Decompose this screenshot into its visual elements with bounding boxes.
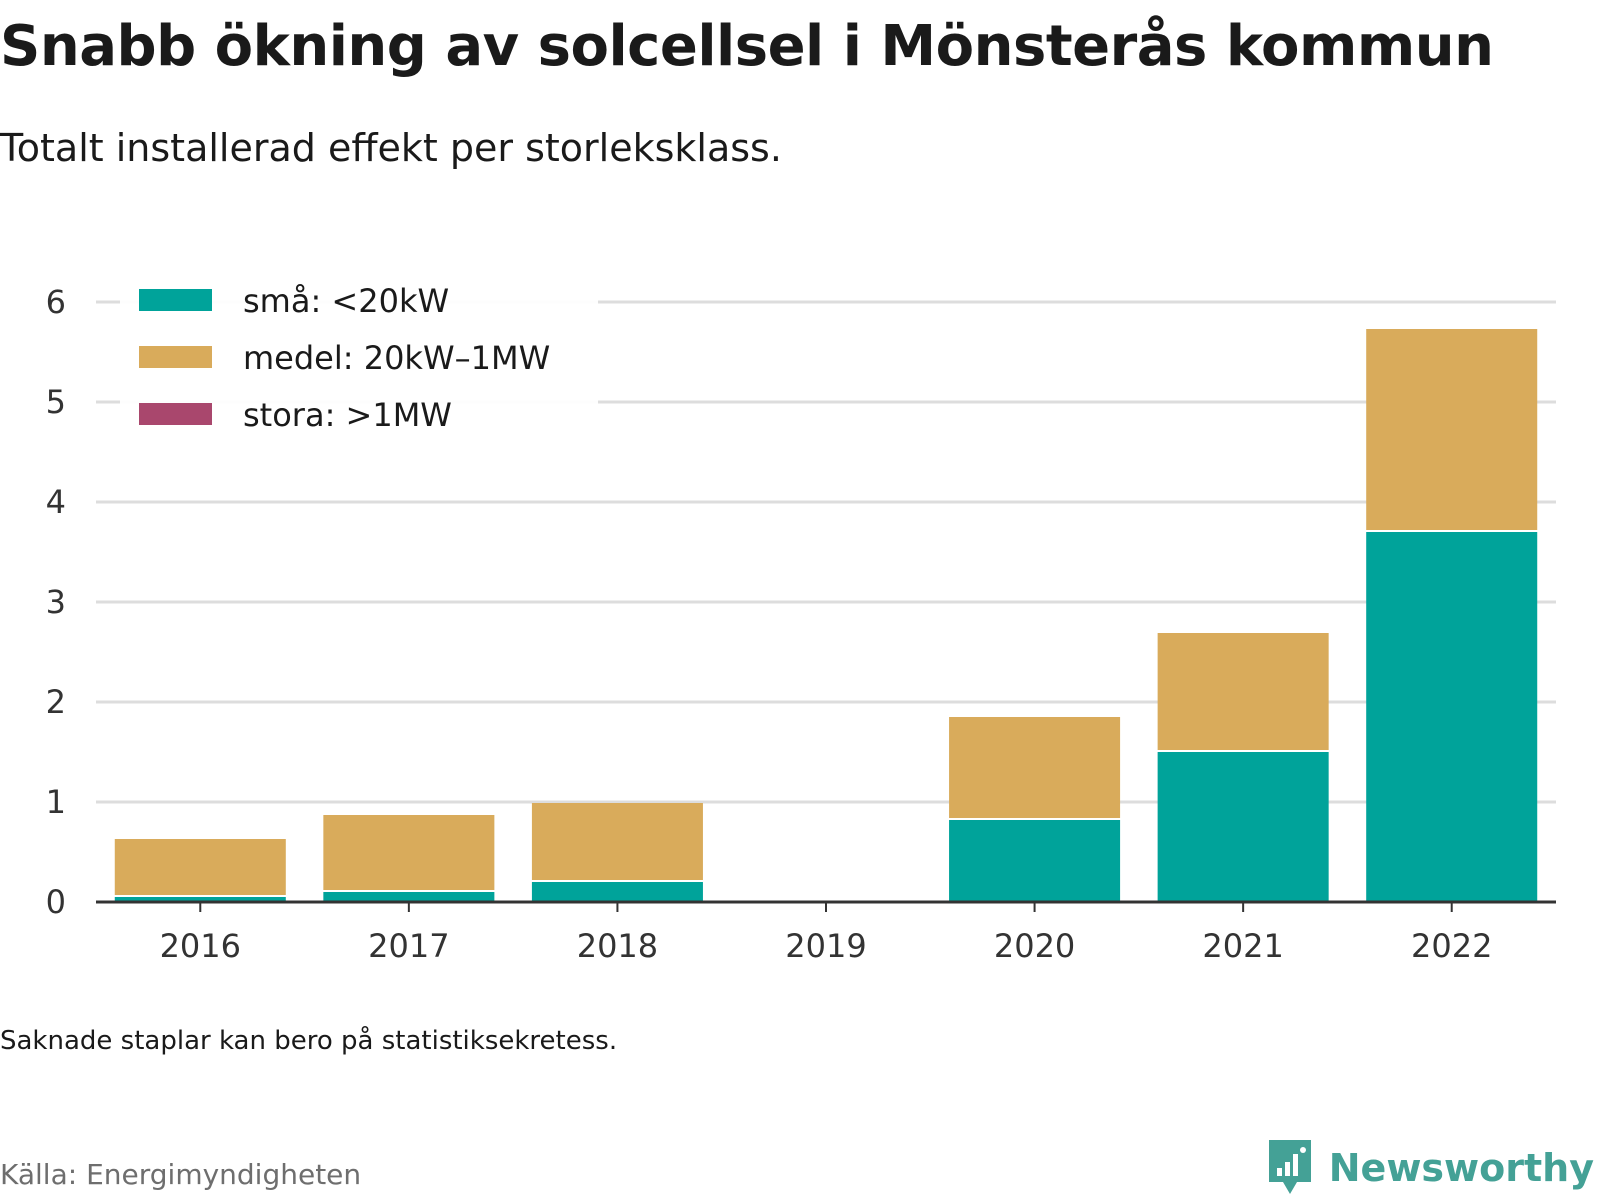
chart-note: Saknade staplar kan bero på statistiksek… bbox=[0, 1026, 618, 1056]
y-tick-label: 5 bbox=[46, 383, 66, 421]
bar-segment bbox=[949, 717, 1121, 818]
bar-segment bbox=[114, 897, 286, 902]
legend-swatch bbox=[139, 346, 212, 368]
legend-label: medel: 20kW–1MW bbox=[243, 339, 550, 377]
x-tick-label: 2019 bbox=[785, 927, 866, 965]
bar-segment bbox=[1366, 329, 1538, 530]
stacked-bar-chart: 0 1 2 3 4 5 6 2016 2017 2018 2019 2020 2021 2022 små:… bbox=[45, 270, 1556, 965]
x-tick-label: 2016 bbox=[160, 927, 241, 965]
y-tick-label: 2 bbox=[46, 683, 66, 721]
legend-swatch bbox=[139, 289, 212, 311]
axes: 0 1 2 3 4 5 6 2016 2017 2018 2019 2020 2021 2022 bbox=[46, 283, 1556, 965]
x-tick-label: 2017 bbox=[368, 927, 449, 965]
bar-segment bbox=[114, 839, 286, 895]
bar-segment bbox=[323, 815, 495, 890]
chart-subtitle: Totalt installerad effekt per storlekskl… bbox=[0, 126, 782, 170]
legend-swatch bbox=[139, 403, 212, 425]
bar-segment bbox=[1157, 633, 1329, 750]
x-tick-label: 2022 bbox=[1411, 927, 1492, 965]
y-tick-label: 6 bbox=[46, 283, 66, 321]
y-tick-label: 3 bbox=[46, 583, 66, 621]
y-tick-label: 0 bbox=[46, 883, 66, 921]
x-tick-label: 2020 bbox=[994, 927, 1075, 965]
bar-segment bbox=[1366, 532, 1538, 902]
x-tick-label: 2021 bbox=[1202, 927, 1283, 965]
legend-label: stora: >1MW bbox=[243, 396, 452, 434]
bar-segment bbox=[531, 882, 703, 902]
bar-segment bbox=[949, 820, 1121, 902]
legend-label: små: <20kW bbox=[243, 282, 449, 320]
y-tick-label: 1 bbox=[46, 783, 66, 821]
bar-segment bbox=[323, 892, 495, 902]
bar-segment bbox=[1157, 752, 1329, 902]
y-tick-label: 4 bbox=[46, 483, 66, 521]
brand-name: Newsworthy bbox=[1328, 1146, 1594, 1190]
bars bbox=[114, 329, 1538, 902]
brand-logo: Newsworthy bbox=[1265, 1138, 1594, 1198]
newsworthy-logo-icon bbox=[1268, 1140, 1311, 1194]
x-tick-label: 2018 bbox=[577, 927, 658, 965]
bar-segment bbox=[531, 803, 703, 880]
source-credit: Källa: Energimyndigheten bbox=[0, 1158, 362, 1191]
legend: små: <20kW medel: 20kW–1MW stora: >1MW bbox=[120, 270, 598, 440]
chart-title: Snabb ökning av solcellsel i Mönsterås k… bbox=[0, 14, 1494, 79]
